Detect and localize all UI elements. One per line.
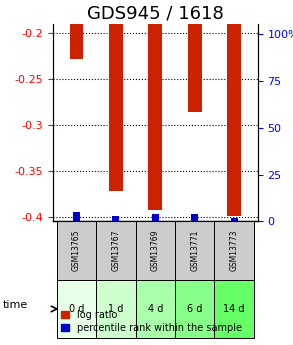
FancyBboxPatch shape — [57, 280, 96, 338]
FancyBboxPatch shape — [96, 221, 136, 280]
Text: 1 d: 1 d — [108, 304, 124, 314]
Bar — [152, 214, 159, 221]
FancyBboxPatch shape — [214, 280, 254, 338]
Text: 4 d: 4 d — [148, 304, 163, 314]
Bar — [69, 0, 83, 59]
Text: 6 d: 6 d — [187, 304, 202, 314]
Text: GSM13765: GSM13765 — [72, 230, 81, 272]
Bar — [113, 216, 119, 221]
FancyBboxPatch shape — [136, 280, 175, 338]
Bar — [109, 0, 123, 191]
FancyBboxPatch shape — [136, 221, 175, 280]
FancyBboxPatch shape — [175, 280, 214, 338]
Bar — [73, 212, 80, 221]
Bar — [148, 0, 162, 209]
Bar — [227, 0, 241, 216]
Text: time: time — [3, 300, 28, 310]
Text: 14 d: 14 d — [224, 304, 245, 314]
Text: GSM13773: GSM13773 — [230, 230, 239, 272]
Text: GSM13769: GSM13769 — [151, 230, 160, 272]
FancyBboxPatch shape — [214, 221, 254, 280]
Legend: log ratio, percentile rank within the sample: log ratio, percentile rank within the sa… — [58, 306, 246, 337]
Text: GSM13771: GSM13771 — [190, 230, 199, 271]
Title: GDS945 / 1618: GDS945 / 1618 — [87, 4, 224, 22]
FancyBboxPatch shape — [57, 221, 96, 280]
Text: 0 d: 0 d — [69, 304, 84, 314]
FancyBboxPatch shape — [175, 221, 214, 280]
Bar — [188, 0, 202, 112]
Text: GSM13767: GSM13767 — [111, 230, 120, 272]
Bar — [191, 214, 198, 221]
FancyBboxPatch shape — [96, 280, 136, 338]
Bar — [231, 218, 238, 221]
